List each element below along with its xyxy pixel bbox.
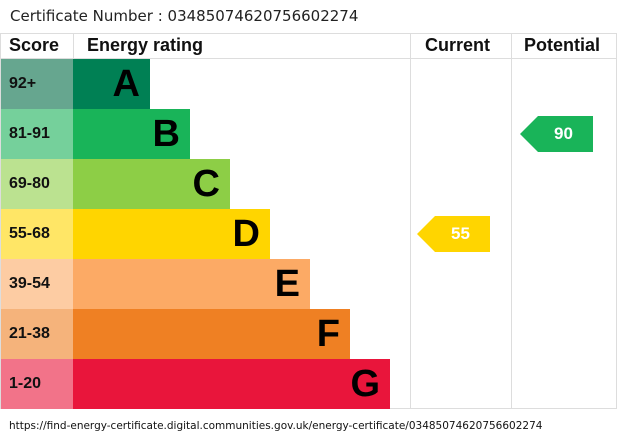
certificate-number: Certificate Number : 0348507462075660227… (10, 7, 359, 25)
score-range-E: 39-54 (1, 259, 73, 309)
grid-line (616, 33, 617, 409)
rating-letter: G (350, 363, 380, 405)
score-range-C: 69-80 (1, 159, 73, 209)
grid-line (511, 33, 512, 409)
score-range-B: 81-91 (1, 109, 73, 159)
header-score: Score (9, 35, 60, 55)
rating-letter: E (274, 263, 300, 305)
score-range-G: 1-20 (1, 359, 73, 409)
rating-letter: F (316, 313, 340, 355)
grid-line (410, 33, 411, 409)
rating-value: 90 (554, 124, 573, 143)
current-rating-arrow: 55 (417, 216, 490, 252)
potential-rating-arrow: 90 (520, 116, 593, 152)
header-current: Current (425, 35, 491, 55)
rating-letter: A (112, 63, 140, 105)
rating-bar-D: D (73, 209, 270, 259)
score-range-D: 55-68 (1, 209, 73, 259)
rating-bar-F: F (73, 309, 350, 359)
rating-letter: C (192, 163, 220, 205)
rating-bar-G: G (73, 359, 390, 409)
header-energy-rating: Energy rating (87, 35, 204, 55)
grid-line (0, 58, 617, 59)
header-potential: Potential (524, 35, 601, 55)
rating-letter: B (152, 113, 180, 155)
grid-line (0, 33, 1, 409)
rating-bar-B: B (73, 109, 190, 159)
rating-bar-C: C (73, 159, 230, 209)
rating-value: 55 (451, 224, 470, 243)
rating-letter: D (232, 213, 260, 255)
score-range-F: 21-38 (1, 309, 73, 359)
grid-line (0, 33, 617, 34)
rating-bar-A: A (73, 59, 150, 109)
rating-bar-E: E (73, 259, 310, 309)
score-range-A: 92+ (1, 59, 73, 109)
certificate-url: https://find-energy-certificate.digital.… (9, 420, 543, 432)
